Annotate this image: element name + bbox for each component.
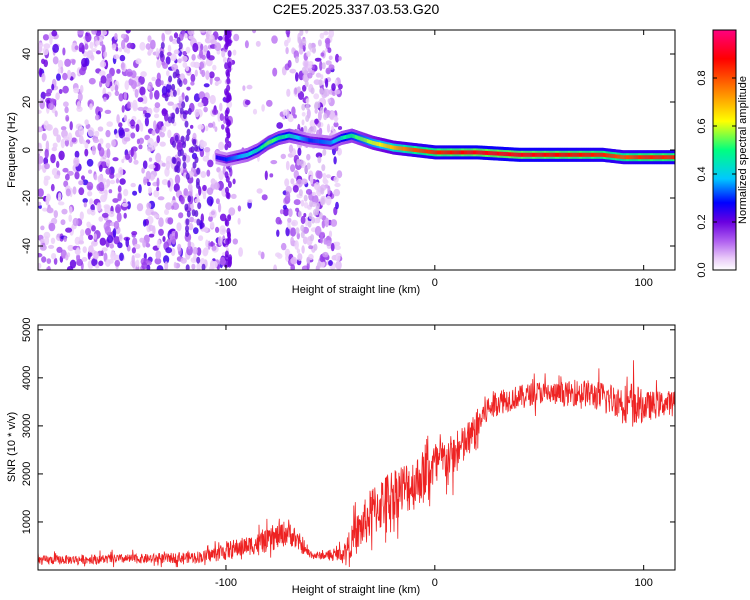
snr-frame: [37, 324, 676, 571]
spectrogram-y-axis-label: Frequency (Hz): [6, 112, 18, 188]
chart-title: C2E5.2025.337.03.53.G20: [273, 1, 440, 17]
colorbar-tick-label: 0.6: [696, 118, 708, 133]
spectrogram-y-tick-label: 0: [21, 147, 33, 153]
colorbar-frame: [712, 29, 737, 271]
colorbar-tick-label: 0.8: [696, 70, 708, 85]
spectrogram-x-tick-label: 100: [634, 277, 652, 289]
snr-y-tick-label: 3000: [21, 414, 33, 438]
spectrogram-x-axis-label: Height of straight line (km): [292, 284, 420, 296]
colorbar-tick-label: 0.0: [696, 262, 708, 277]
snr-y-tick-label: 2000: [21, 462, 33, 486]
spectrogram-y-tick-label: 40: [21, 48, 33, 60]
snr-ticks: -100 0 100 1000 2000 3000 4000 5000: [21, 318, 675, 589]
signal-track: [215, 128, 675, 167]
spectrogram-content: [38, 30, 675, 270]
snr-y-tick-label: 1000: [21, 510, 33, 534]
spectrogram-x-tick-label: -100: [215, 277, 237, 289]
snr-content: [38, 360, 675, 568]
spectrogram-ticks: -100 0 100 -40 -20 0 20 40: [21, 30, 675, 289]
snr-y-tick-label: 4000: [21, 366, 33, 390]
colorbar-gradient: [713, 30, 736, 270]
spectrogram-y-tick-label: -20: [21, 190, 33, 206]
snr-x-tick-label: -100: [215, 577, 237, 589]
colorbar: 0.0 0.2 0.4 0.6 0.8 Normalized spectral ampl…: [696, 29, 749, 278]
spectrogram-y-tick-label: -40: [21, 238, 33, 254]
snr-panel: -100 0 100 1000 2000 3000 4000 5000 Height of s…: [6, 318, 676, 596]
colorbar-label: Normalized spectral amplitude: [737, 76, 749, 224]
colorbar-ticks: 0.0 0.2 0.4 0.6 0.8: [696, 70, 736, 278]
spectrogram-panel: -100 0 100 -40 -20 0 20 40 Height of straight l…: [6, 29, 676, 296]
snr-y-tick-label: 5000: [21, 318, 33, 342]
colorbar-tick-label: 0.2: [696, 214, 708, 229]
snr-x-axis-label: Height of straight line (km): [292, 584, 420, 596]
spectrogram-y-tick-label: 20: [21, 96, 33, 108]
snr-x-tick-label: 0: [432, 577, 438, 589]
colorbar-tick-label: 0.4: [696, 166, 708, 181]
spectrogram-x-tick-label: 0: [432, 277, 438, 289]
snr-y-axis-label: SNR (10 * v/v): [6, 412, 18, 482]
snr-series-line: [38, 360, 675, 568]
snr-x-tick-label: 100: [634, 577, 652, 589]
